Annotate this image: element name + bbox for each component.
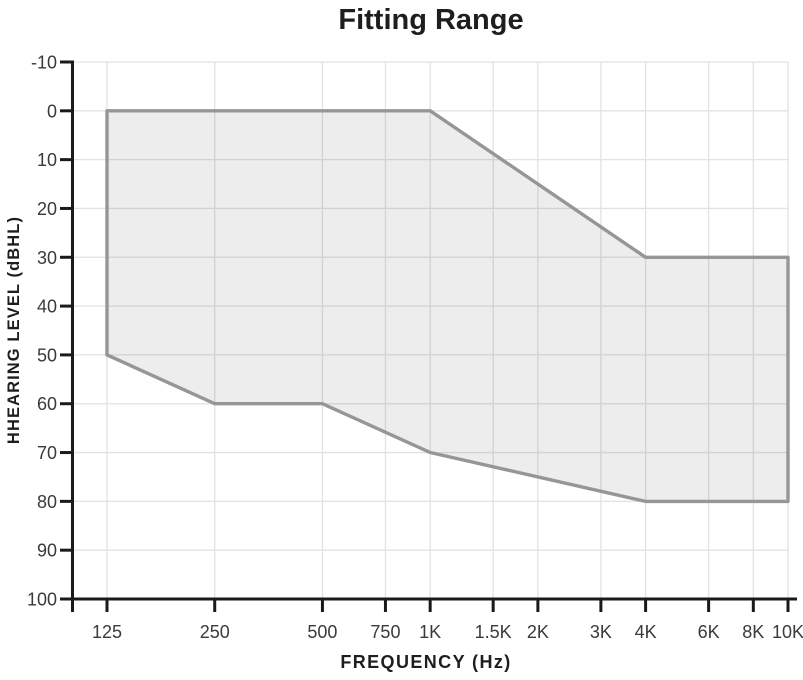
y-tick-label: -10	[31, 53, 57, 73]
y-axis-label: HHEARING LEVEL (dBHL)	[5, 216, 23, 444]
y-tick-label: 0	[47, 101, 57, 121]
y-tick-label: 70	[37, 443, 57, 463]
x-tick-label: 4K	[635, 622, 657, 642]
axis-ticks	[60, 60, 790, 612]
x-tick-label: 6K	[698, 622, 720, 642]
x-tick-label: 750	[370, 622, 400, 642]
x-tick-label: 500	[307, 622, 337, 642]
y-tick-label: 90	[37, 541, 57, 561]
x-tick-label: 2K	[527, 622, 549, 642]
x-tick-label: 3K	[590, 622, 612, 642]
y-tick-label: 60	[37, 394, 57, 414]
x-tick-label: 250	[200, 622, 230, 642]
x-tick-label: 10K	[772, 622, 803, 642]
y-tick-label: 20	[37, 199, 57, 219]
tick-labels: -10 0 10 20 30 40 50 60 70 80 90 100 125 250 500 750 1K 1…	[27, 53, 803, 643]
x-tick-label: 125	[92, 622, 122, 642]
y-tick-label: 40	[37, 297, 57, 317]
x-tick-label: 1.5K	[475, 622, 512, 642]
y-tick-label: 10	[37, 150, 57, 170]
x-tick-label: 8K	[742, 622, 764, 642]
y-tick-label: 100	[27, 590, 57, 610]
fitting-range-area	[105, 109, 790, 504]
y-tick-label: 50	[37, 345, 57, 365]
chart-title: Fitting Range	[338, 4, 523, 36]
axes	[63, 60, 797, 612]
y-tick-label: 80	[37, 492, 57, 512]
x-axis-label: FREQUENCY (Hz)	[340, 652, 511, 672]
y-tick-label: 30	[37, 248, 57, 268]
x-tick-label: 1K	[419, 622, 441, 642]
